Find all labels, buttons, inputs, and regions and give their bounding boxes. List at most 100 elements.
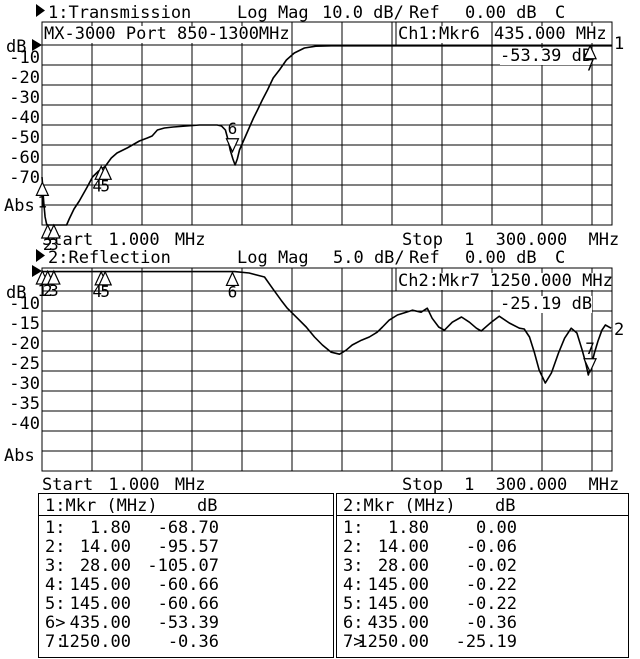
chart2-marker-readout-freq: 1250.000 MHz (490, 271, 613, 291)
mkr-table-header-divider (39, 515, 333, 516)
mkr-frequency: 1.80 (388, 518, 429, 538)
ch1-header-ref-value: 0.00 dB (465, 3, 537, 23)
mkr-table-row: 4: 145.00 -0.22 (337, 577, 628, 596)
mkr-frequency: 435.00 (367, 613, 429, 633)
mkr-value: -60.66 (157, 575, 219, 595)
ch2-active-arrow-icon (36, 249, 45, 262)
mkr-table-db-header: dB (495, 496, 516, 516)
marker-7-triangle-icon (583, 358, 597, 374)
marker-3-label: 3 (49, 235, 59, 254)
chart1-title: MX-3000 Port 850-1300MHz (44, 24, 290, 44)
marker-3-triangle-icon (46, 269, 61, 285)
marker-7-triangle-icon (583, 44, 597, 60)
chart2-y-unit-label: dB (6, 283, 27, 303)
ref-level-arrow-icon (32, 39, 42, 51)
marker-table-ch2: 2:Mkr (MHz) dB 1: 1.80 0.00 2: 14.00 -0.06 3: 28.… (336, 493, 629, 658)
mkr-frequency: 435.00 (69, 613, 131, 633)
mkr-number: 5: (343, 594, 364, 614)
ref-level-arrow-icon (32, 265, 42, 277)
mkr-table-title: 1:Mkr (MHz) (45, 496, 158, 516)
chart1-y-tick: -10 (9, 48, 40, 68)
mkr-value: -0.06 (465, 537, 517, 557)
chart1-y-unit-label: dB (6, 37, 27, 57)
mkr-value: -0.22 (465, 594, 517, 614)
mkr-table-row: 3: 28.00 -105.07 (39, 558, 333, 577)
mkr-number: 7> (343, 632, 364, 652)
ch2-header-scale: 5.0 dB/ (333, 248, 405, 268)
mkr-value: -105.07 (147, 556, 219, 576)
mkr-value: -25.19 (455, 632, 517, 652)
chart2-trace-number: 2 (614, 320, 625, 340)
mkr-value: -53.39 (157, 613, 219, 633)
mkr-number: 1: (45, 518, 66, 538)
marker-2-label: 2 (43, 281, 53, 300)
mkr-value: 0.00 (476, 518, 517, 538)
trace-1-path (41, 45, 612, 226)
mkr-value: -68.70 (157, 518, 219, 538)
chart1-stop-freq: Stop 1 300.000 MHz (402, 230, 620, 250)
mkr-value: -0.02 (465, 556, 517, 576)
marker-3-triangle-icon (46, 223, 61, 239)
mkr-number: 7: (45, 632, 66, 652)
ch2-header-format: Log Mag (237, 248, 309, 268)
marker-4-label: 4 (92, 176, 102, 195)
chart2-y-tick: -35 (9, 394, 40, 414)
mkr-frequency: 1250.00 (59, 632, 131, 652)
chart1-y-tick: -70 (9, 168, 40, 188)
mkr-number: 6> (45, 613, 66, 633)
mkr-frequency: 1250.00 (357, 632, 429, 652)
mkr-number: 2: (343, 537, 364, 557)
mkr-table-title: 2:Mkr (MHz) (343, 496, 456, 516)
marker-5-triangle-icon (98, 270, 113, 286)
chart2-y-tick: -40 (9, 414, 40, 434)
chart2-marker-readout-source: Ch2:Mkr7 (398, 273, 491, 290)
marker-6-triangle-icon (225, 271, 240, 287)
chart2-start-freq: Start 1.000 MHz (42, 475, 206, 495)
mkr-number: 3: (45, 556, 66, 576)
ch1-active-arrow-icon (36, 4, 45, 17)
marker-4-label: 4 (92, 282, 102, 301)
marker-1-triangle-icon (35, 180, 50, 196)
chart2-frame (41, 267, 613, 472)
marker-6-label: 6 (228, 119, 238, 138)
mkr-table-header-divider (337, 515, 628, 516)
mkr-number: 3: (343, 556, 364, 576)
mkr-number: 5: (45, 594, 66, 614)
mkr-frequency: 145.00 (367, 575, 429, 595)
chart1-y-abs-label: Abs (4, 196, 35, 216)
marker-table-ch1: 1:Mkr (MHz) dB 1: 1.80 -68.70 2: 14.00 -95.57 3:… (38, 493, 334, 658)
ch1-header-format: Log Mag (237, 3, 309, 23)
ch2-header-ref-label: Ref (409, 248, 440, 268)
ch2-header-channel: 2:Reflection (48, 248, 171, 268)
mkr-frequency: 1.80 (90, 518, 131, 538)
mkr-value: -0.36 (167, 632, 219, 652)
marker-1-label: 1 (38, 281, 48, 300)
mkr-table-row: 5: 145.00 -60.66 (39, 596, 333, 615)
trace-2-path (42, 270, 612, 384)
mkr-number: 2: (45, 537, 66, 557)
mkr-table-row: 2: 14.00 -95.57 (39, 539, 333, 558)
marker-2-label: 2 (43, 235, 53, 254)
mkr-table-row: 1: 1.80 -68.70 (39, 520, 333, 539)
mkr-frequency: 14.00 (377, 537, 429, 557)
marker-6-label: 6 (228, 282, 238, 301)
chart2-y-tick: -20 (9, 334, 40, 354)
marker-6-triangle-icon (225, 138, 240, 154)
mkr-number: 6: (343, 613, 364, 633)
chart1-y-tick: -40 (9, 108, 40, 128)
mkr-table-row: 1: 1.80 0.00 (337, 520, 628, 539)
mkr-table-row: 6: 435.00 -0.36 (337, 615, 628, 634)
marker-5-label: 5 (100, 282, 110, 301)
mkr-frequency: 145.00 (69, 575, 131, 595)
ch1-header-scale: 10.0 dB/ (322, 3, 404, 23)
chart1-y-tick: -30 (9, 88, 40, 108)
chart1-marker-readout-source: Ch1:Mkr6 (398, 26, 491, 43)
mkr-frequency: 28.00 (377, 556, 429, 576)
chart1-start-freq: Start 1.000 MHz (42, 230, 206, 250)
chart2-y-tick: -10 (9, 294, 40, 314)
chart1-marker-readout-freq: 435.000 MHz (494, 26, 611, 43)
chart1-y-tick: -20 (9, 68, 40, 88)
mkr-table-row: 5: 145.00 -0.22 (337, 596, 628, 615)
marker-5-label: 5 (100, 176, 110, 195)
